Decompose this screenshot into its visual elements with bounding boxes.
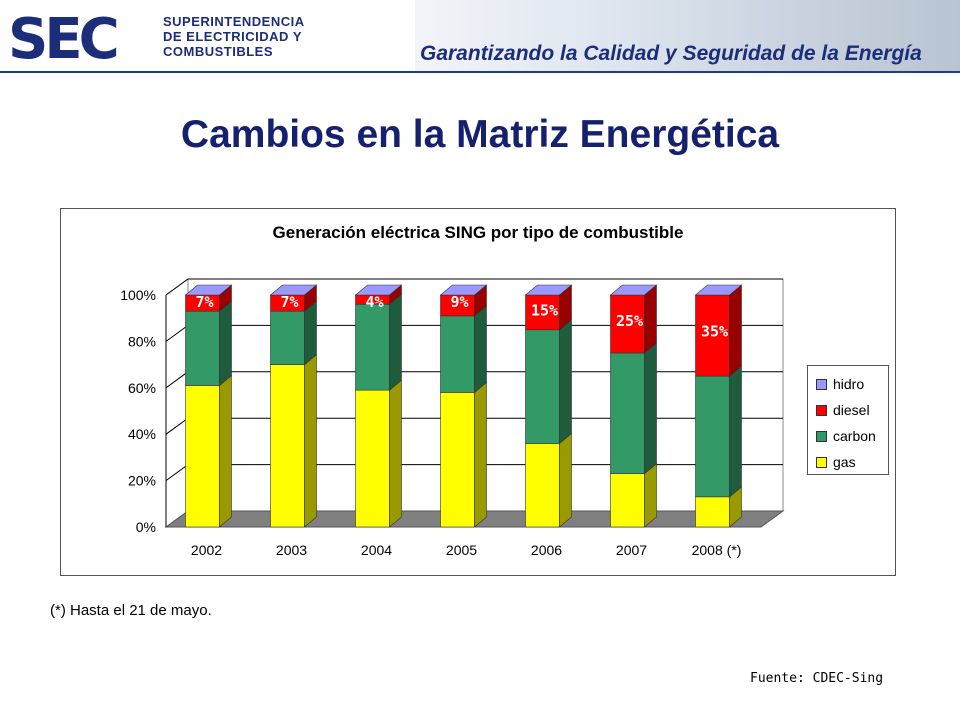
y-tick-label: 100% — [120, 287, 156, 303]
bar-segment-carbon — [610, 352, 645, 474]
bar-top — [524, 284, 573, 296]
bar-side-gas — [474, 381, 487, 528]
bar-segment-carbon — [695, 375, 730, 498]
x-tick-label: 2004 — [361, 542, 392, 558]
bar-side-carbon — [474, 305, 487, 394]
y-tick-label: 20% — [128, 473, 156, 489]
header-divider — [0, 71, 960, 73]
bar-side-gas — [644, 462, 657, 528]
legend-label: gas — [833, 454, 856, 470]
bar-side-gas — [219, 374, 232, 528]
legend-item-diesel: diesel — [816, 402, 870, 418]
stacked-bar-chart: 0% 20% 40% 60% 80% 100% 2002 7% 2003 7% 2004 4% 2005… — [120, 278, 785, 558]
data-label: 15% — [531, 302, 558, 320]
bar-side-carbon — [304, 300, 317, 366]
footnote: (*) Hasta el 21 de mayo. — [50, 602, 212, 619]
bar-segment-diesel — [610, 294, 645, 354]
bar-segment-gas — [355, 389, 390, 528]
bar-segment-gas — [610, 473, 645, 528]
legend-item-hidro: hidro — [816, 376, 864, 392]
sec-logo: SEC — [8, 8, 121, 64]
bar-segment-carbon — [355, 303, 390, 391]
bar-side-gas — [389, 379, 402, 528]
x-tick-label: 2006 — [531, 542, 562, 558]
legend-swatch — [816, 404, 827, 416]
y-tick-label: 0% — [136, 519, 156, 535]
y-tick-label: 80% — [128, 333, 156, 349]
org-line: COMBUSTIBLES — [163, 44, 273, 59]
bar-segment-carbon — [525, 329, 560, 444]
bar-top — [269, 284, 318, 296]
legend-swatch — [816, 456, 827, 468]
bar-side-gas — [559, 432, 572, 528]
chart-frame: Generación eléctrica SING por tipo de co… — [60, 208, 896, 576]
legend-label: diesel — [833, 402, 870, 418]
data-label: 25% — [616, 312, 643, 330]
bar-side-carbon — [644, 342, 657, 475]
bar-segment-gas — [185, 385, 220, 528]
legend-label: carbon — [833, 428, 876, 444]
x-tick-label: 2005 — [446, 542, 477, 558]
org-line: DE ELECTRICIDAD Y — [163, 29, 302, 44]
org-line: SUPERINTENDENCIA — [163, 14, 305, 29]
chart-title: Generación eléctrica SING por tipo de co… — [272, 223, 684, 242]
legend-item-gas: gas — [816, 454, 856, 470]
bar-segment-gas — [695, 496, 730, 528]
bar-top — [184, 284, 233, 296]
legend-swatch — [816, 430, 827, 442]
bar-side-gas — [304, 353, 317, 528]
bar-segment-carbon — [440, 315, 475, 393]
x-tick-label: 2002 — [191, 542, 222, 558]
bar-segment-diesel — [695, 294, 730, 377]
header-banner: SEC SUPERINTENDENCIA DE ELECTRICIDAD Y C… — [0, 0, 960, 73]
gridline — [165, 278, 783, 296]
bar-side-carbon — [219, 300, 232, 387]
chart-legend: hidro diesel carbon gas — [807, 365, 889, 475]
logo-text: SEC — [8, 8, 117, 64]
data-label: 35% — [701, 323, 728, 341]
y-tick-label: 60% — [128, 380, 156, 396]
x-tick-label: 2008 (*) — [692, 542, 742, 558]
bar-top — [354, 284, 403, 296]
organization-name: SUPERINTENDENCIA DE ELECTRICIDAD Y COMBU… — [163, 14, 305, 59]
legend-item-carbon: carbon — [816, 428, 876, 444]
bar-segment-gas — [440, 392, 475, 528]
legend-label: hidro — [833, 376, 865, 392]
y-tick-label: 40% — [128, 426, 156, 442]
bar-side-diesel — [644, 284, 657, 354]
x-tick-label: 2003 — [276, 542, 307, 558]
bar-side-carbon — [389, 293, 402, 391]
source-note: Fuente: CDEC-Sing — [750, 671, 884, 686]
bar-side-diesel — [729, 284, 742, 377]
legend-swatch — [816, 378, 827, 390]
data-label: 7% — [195, 293, 213, 311]
page-title: Cambios en la Matriz Energética — [180, 113, 780, 156]
bar-top — [694, 284, 743, 296]
x-tick-label: 2007 — [616, 542, 647, 558]
bar-segment-gas — [525, 443, 560, 528]
bar-segment-carbon — [185, 310, 220, 386]
data-label: 7% — [280, 293, 298, 311]
bar-top — [609, 284, 658, 296]
bar-side-carbon — [559, 319, 572, 445]
bar-segment-carbon — [270, 310, 305, 365]
data-label: 4% — [365, 293, 383, 311]
bar-top — [439, 284, 488, 296]
tagline: Garantizando la Calidad y Seguridad de l… — [420, 42, 922, 65]
header-photo-strip — [415, 0, 960, 72]
data-label: 9% — [450, 293, 468, 311]
bar-side-carbon — [729, 365, 742, 498]
bar-segment-gas — [270, 364, 305, 528]
chart-side-wall — [165, 278, 189, 528]
